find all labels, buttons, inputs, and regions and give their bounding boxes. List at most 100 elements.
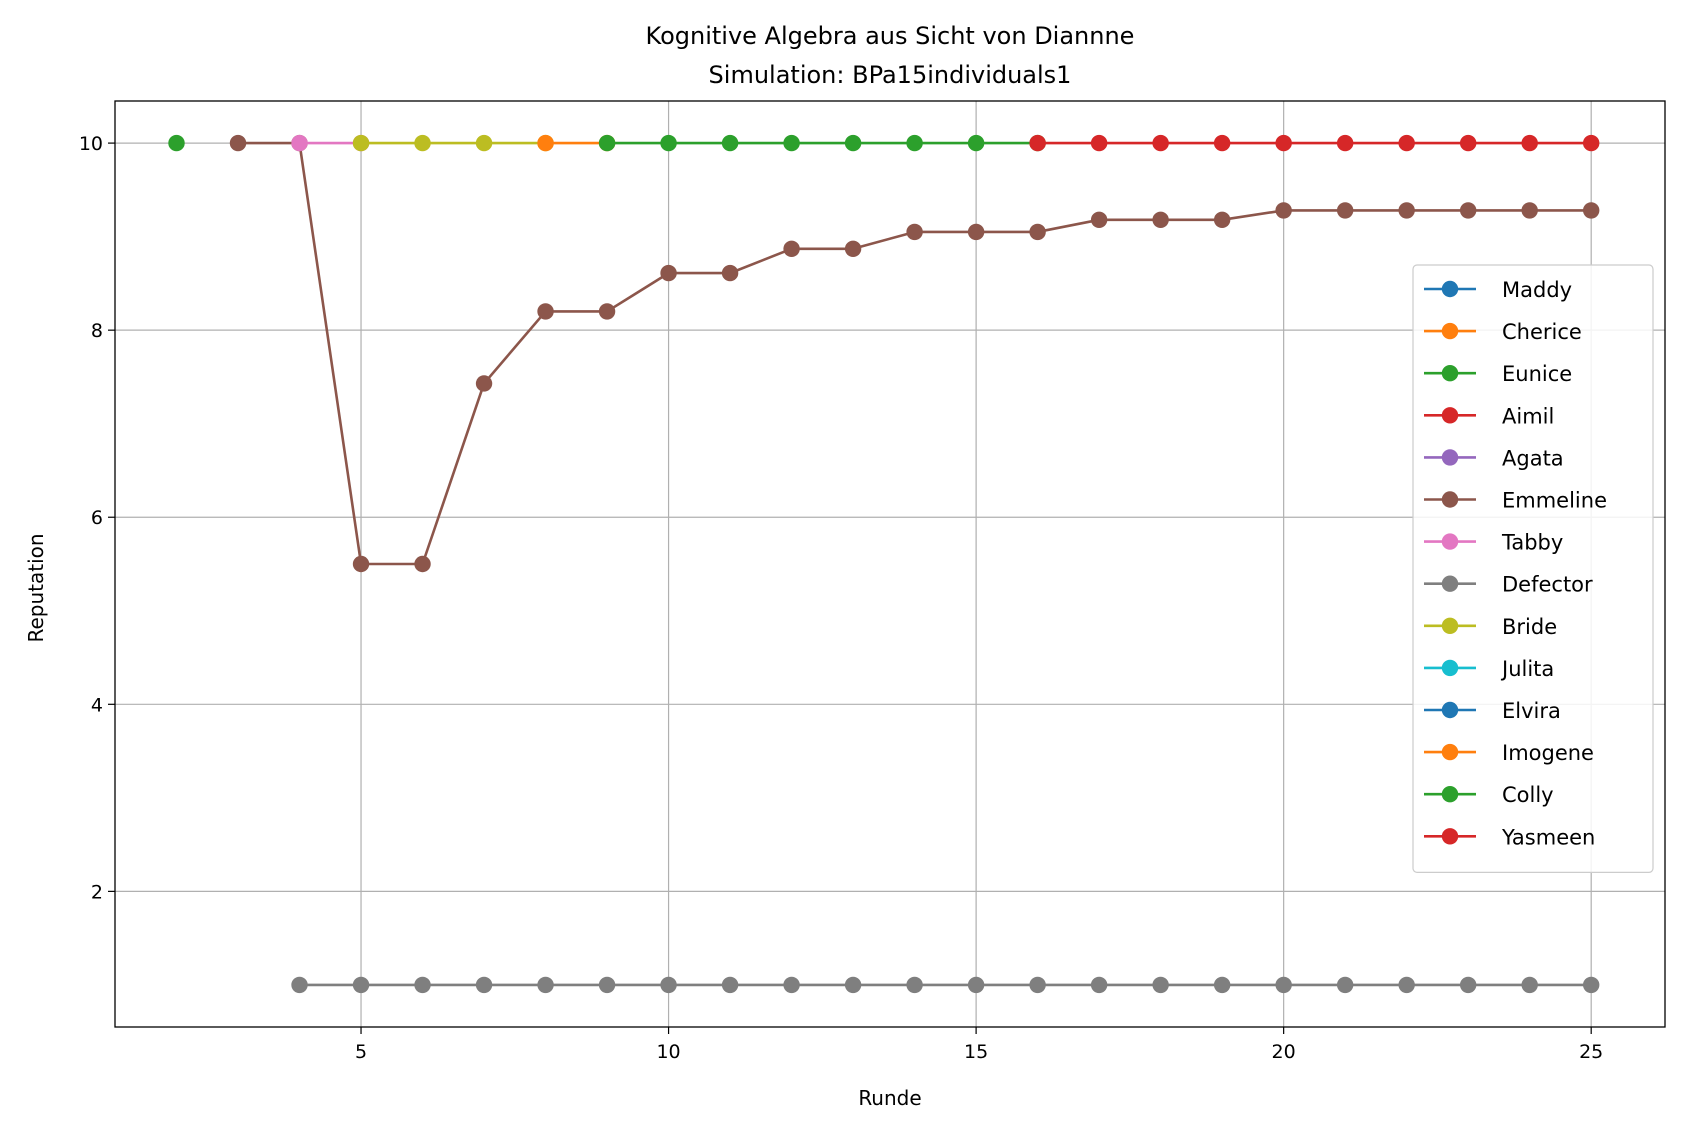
x-tick-label: 5 bbox=[355, 1041, 367, 1063]
series-colly bbox=[598, 134, 1046, 152]
x-tick-label: 25 bbox=[1579, 1041, 1603, 1063]
legend-item-colly: Colly bbox=[1424, 783, 1554, 807]
data-point-defector bbox=[783, 976, 800, 994]
data-point-defector bbox=[537, 976, 554, 994]
legend-item-agata: Agata bbox=[1424, 446, 1564, 470]
data-point-defector bbox=[1582, 976, 1600, 994]
data-point-yasmeen bbox=[1275, 134, 1292, 152]
legend-marker bbox=[1441, 280, 1459, 298]
legend-marker bbox=[1441, 617, 1459, 634]
legend-marker bbox=[1441, 322, 1459, 340]
legend-label: Cherice bbox=[1502, 320, 1582, 344]
legend-marker bbox=[1441, 743, 1459, 761]
data-point-defector bbox=[1398, 976, 1415, 994]
data-point-imogene bbox=[537, 134, 554, 152]
data-point-bride bbox=[414, 134, 431, 152]
data-point-emmeline bbox=[598, 303, 616, 320]
legend-marker bbox=[1441, 533, 1459, 550]
data-point-bride bbox=[475, 134, 493, 152]
legend-label: Aimil bbox=[1502, 404, 1554, 428]
data-point-emmeline bbox=[1152, 211, 1169, 228]
data-point-defector bbox=[844, 976, 862, 994]
legend-label: Elvira bbox=[1502, 699, 1561, 723]
legend-label: Julita bbox=[1500, 657, 1554, 681]
y-tick-label: 10 bbox=[79, 133, 103, 155]
legend-marker bbox=[1441, 659, 1459, 677]
data-point-yasmeen bbox=[1336, 134, 1354, 152]
data-point-emmeline bbox=[967, 223, 985, 241]
data-point-bride bbox=[352, 134, 370, 152]
data-point-defector bbox=[598, 976, 616, 994]
data-point-yasmeen bbox=[1213, 134, 1231, 152]
series-eunice bbox=[168, 134, 185, 152]
data-point-colly bbox=[783, 134, 800, 152]
data-point-colly bbox=[598, 134, 616, 152]
legend-label: Maddy bbox=[1502, 278, 1572, 302]
series-line-emmeline bbox=[238, 141, 1592, 566]
data-point-emmeline bbox=[660, 264, 677, 282]
legend-item-imogene: Imogene bbox=[1424, 741, 1594, 765]
data-point-defector bbox=[660, 976, 677, 994]
data-point-emmeline bbox=[1398, 202, 1415, 219]
data-point-colly bbox=[967, 134, 985, 152]
data-point-defector bbox=[1275, 976, 1292, 994]
data-point-eunice bbox=[168, 134, 185, 152]
legend-item-bride: Bride bbox=[1424, 615, 1557, 639]
data-point-tabby bbox=[291, 134, 308, 152]
y-tick-label: 4 bbox=[91, 694, 103, 716]
legend-item-defector: Defector bbox=[1424, 573, 1593, 597]
legend-label: Emmeline bbox=[1502, 489, 1607, 513]
data-point-defector bbox=[352, 976, 370, 994]
data-point-emmeline bbox=[1459, 202, 1477, 219]
legend-label: Colly bbox=[1502, 783, 1554, 807]
legend-item-cherice: Cherice bbox=[1424, 320, 1582, 344]
legend-box bbox=[1412, 264, 1654, 874]
data-point-yasmeen bbox=[1029, 134, 1046, 152]
data-point-emmeline bbox=[229, 134, 247, 152]
legend-label: Tabby bbox=[1501, 531, 1563, 555]
data-point-colly bbox=[906, 134, 923, 152]
x-tick-label: 10 bbox=[656, 1041, 680, 1063]
data-point-emmeline bbox=[1582, 202, 1600, 219]
data-point-defector bbox=[1459, 976, 1477, 994]
data-point-emmeline bbox=[352, 555, 370, 573]
data-point-defector bbox=[721, 976, 739, 994]
data-point-defector bbox=[1029, 976, 1046, 994]
data-point-emmeline bbox=[414, 555, 431, 573]
data-point-emmeline bbox=[1090, 211, 1108, 228]
data-point-defector bbox=[1213, 976, 1231, 994]
legend-label: Yasmeen bbox=[1501, 825, 1595, 849]
series-bride bbox=[352, 134, 554, 152]
series-yasmeen bbox=[1029, 134, 1600, 152]
data-point-emmeline bbox=[537, 303, 554, 320]
legend-item-aimil: Aimil bbox=[1424, 404, 1554, 428]
legend: Maddy Cherice Eunice Aimil Agata Emmeline Tabb… bbox=[1412, 264, 1654, 874]
chart-subtitle: Simulation: BPa15individuals1 bbox=[709, 61, 1072, 89]
legend-item-maddy: Maddy bbox=[1424, 278, 1572, 302]
data-point-colly bbox=[844, 134, 862, 152]
data-point-emmeline bbox=[1213, 211, 1231, 228]
legend-item-elvira: Elvira bbox=[1424, 699, 1561, 723]
legend-item-tabby: Tabby bbox=[1424, 531, 1563, 555]
legend-label: Agata bbox=[1502, 446, 1564, 470]
legend-label: Defector bbox=[1502, 573, 1593, 597]
legend-label: Eunice bbox=[1502, 362, 1572, 386]
data-point-defector bbox=[967, 976, 985, 994]
data-point-emmeline bbox=[783, 240, 800, 257]
data-point-emmeline bbox=[906, 223, 923, 241]
legend-marker bbox=[1441, 575, 1459, 592]
series-emmeline bbox=[229, 134, 1600, 573]
legend-item-yasmeen: Yasmeen bbox=[1424, 825, 1595, 849]
data-point-yasmeen bbox=[1459, 134, 1477, 152]
data-point-colly bbox=[721, 134, 739, 152]
x-tick-label: 15 bbox=[964, 1041, 988, 1063]
data-point-emmeline bbox=[1029, 223, 1046, 241]
data-point-defector bbox=[291, 976, 308, 994]
legend-item-emmeline: Emmeline bbox=[1424, 489, 1607, 513]
plot-frame bbox=[114, 100, 1666, 1028]
data-point-defector bbox=[1090, 976, 1108, 994]
data-point-yasmeen bbox=[1090, 134, 1108, 152]
series-defector bbox=[291, 976, 1600, 994]
y-tick-label: 6 bbox=[91, 507, 103, 529]
